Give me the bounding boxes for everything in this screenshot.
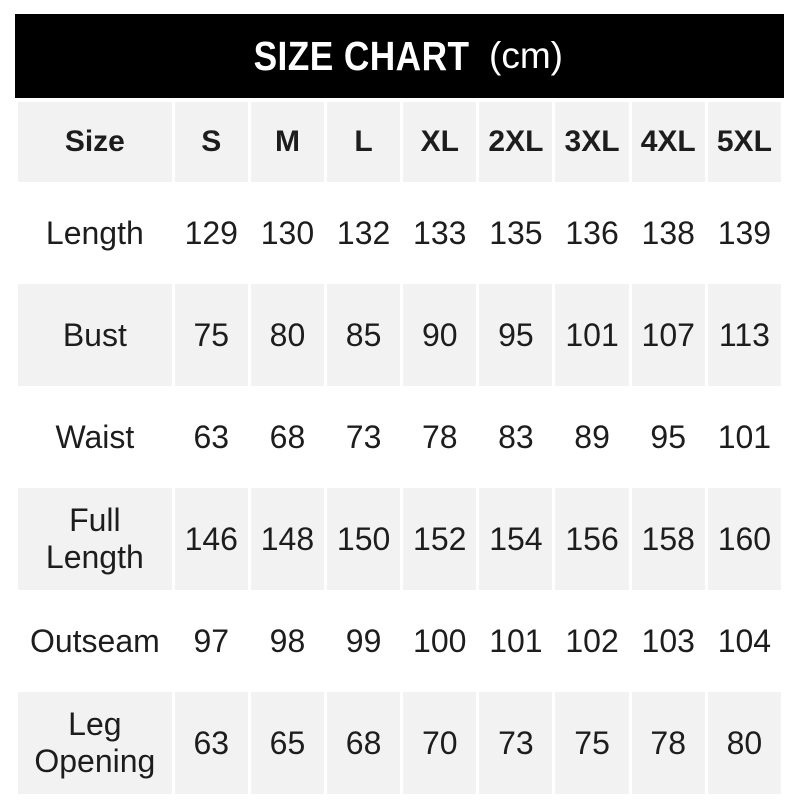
value-cell: 73	[479, 692, 553, 794]
header-cell-size: Size	[18, 102, 172, 182]
value-cell: 80	[707, 692, 781, 794]
value-cell: 146	[174, 488, 248, 590]
row-label-cell: Length	[18, 182, 172, 284]
value-cell: 90	[403, 284, 477, 386]
value-cell: 107	[631, 284, 705, 386]
value-cell: 95	[479, 284, 553, 386]
value-cell: 104	[707, 590, 781, 692]
row-label-cell: Full Length	[18, 488, 172, 590]
table-row-length: Length 129 130 132 133 135 136 138 139	[18, 182, 781, 284]
row-label-cell: Waist	[18, 386, 172, 488]
chart-title-unit: (cm)	[489, 35, 563, 76]
value-cell: 148	[250, 488, 325, 590]
value-cell: 100	[403, 590, 477, 692]
header-cell-xl: XL	[403, 102, 477, 182]
value-cell: 135	[479, 182, 553, 284]
header-cell-2xl: 2XL	[479, 102, 553, 182]
value-cell: 129	[174, 182, 248, 284]
table-row-outseam: Outseam 97 98 99 100 101 102 103 104	[18, 590, 781, 692]
row-label-cell: Leg Opening	[18, 692, 172, 794]
value-cell: 138	[631, 182, 705, 284]
table-row-leg-opening: Leg Opening 63 65 68 70 73 75 78 80	[18, 692, 781, 794]
table-row-full-length: Full Length 146 148 150 152 154 156 158 …	[18, 488, 781, 590]
value-cell: 98	[250, 590, 325, 692]
value-cell: 139	[707, 182, 781, 284]
header-cell-3xl: 3XL	[555, 102, 629, 182]
value-cell: 78	[403, 386, 477, 488]
value-cell: 113	[707, 284, 781, 386]
value-cell: 97	[174, 590, 248, 692]
value-cell: 80	[250, 284, 325, 386]
value-cell: 73	[327, 386, 401, 488]
value-cell: 78	[631, 692, 705, 794]
header-cell-s: S	[174, 102, 248, 182]
value-cell: 95	[631, 386, 705, 488]
value-cell: 89	[555, 386, 629, 488]
value-cell: 101	[707, 386, 781, 488]
value-cell: 101	[555, 284, 629, 386]
value-cell: 136	[555, 182, 629, 284]
value-cell: 102	[555, 590, 629, 692]
value-cell: 152	[403, 488, 477, 590]
row-label-cell: Outseam	[18, 590, 172, 692]
value-cell: 99	[327, 590, 401, 692]
value-cell: 83	[479, 386, 553, 488]
header-cell-l: L	[327, 102, 401, 182]
value-cell: 103	[631, 590, 705, 692]
header-cell-5xl: 5XL	[707, 102, 781, 182]
table-row-bust: Bust 75 80 85 90 95 101 107 113	[18, 284, 781, 386]
value-cell: 68	[250, 386, 325, 488]
chart-title: SIZE CHART	[253, 32, 470, 79]
value-cell: 70	[403, 692, 477, 794]
table-header-row: Size S M L XL 2XL 3XL 4XL 5XL	[18, 102, 781, 182]
value-cell: 101	[479, 590, 553, 692]
value-cell: 150	[327, 488, 401, 590]
header-cell-m: M	[250, 102, 325, 182]
value-cell: 158	[631, 488, 705, 590]
value-cell: 133	[403, 182, 477, 284]
value-cell: 65	[250, 692, 325, 794]
table-row-waist: Waist 63 68 73 78 83 89 95 101	[18, 386, 781, 488]
size-table: Size S M L XL 2XL 3XL 4XL 5XL Length 129…	[15, 102, 784, 794]
value-cell: 130	[250, 182, 325, 284]
value-cell: 132	[327, 182, 401, 284]
title-bar: SIZE CHART (cm)	[15, 14, 784, 98]
header-cell-4xl: 4XL	[631, 102, 705, 182]
value-cell: 75	[555, 692, 629, 794]
value-cell: 68	[327, 692, 401, 794]
value-cell: 63	[174, 692, 248, 794]
value-cell: 156	[555, 488, 629, 590]
value-cell: 75	[174, 284, 248, 386]
value-cell: 154	[479, 488, 553, 590]
value-cell: 63	[174, 386, 248, 488]
value-cell: 85	[327, 284, 401, 386]
row-label-cell: Bust	[18, 284, 172, 386]
value-cell: 160	[707, 488, 781, 590]
